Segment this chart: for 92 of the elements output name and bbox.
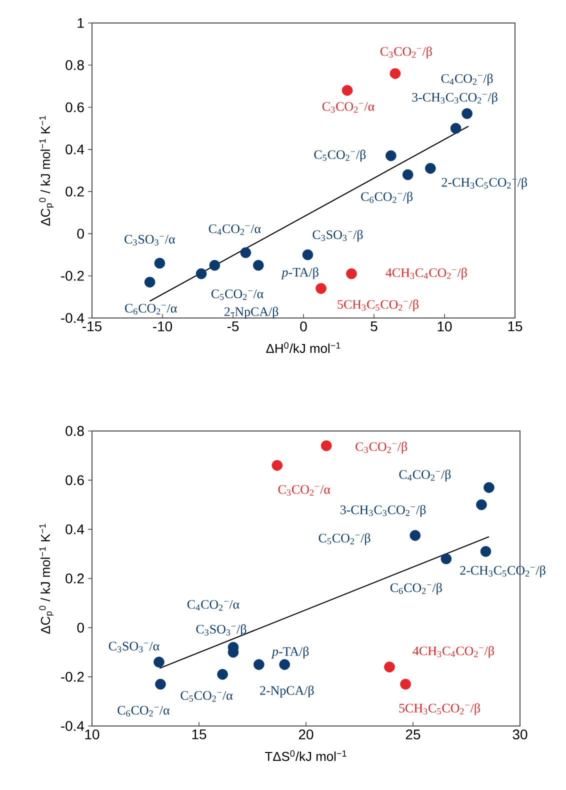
x-tick-label: -5	[227, 322, 239, 332]
annotation: C$_{3}$CO$_{2}$$^{−}$/β	[356, 442, 408, 454]
annotation: C$_{4}$CO$_{2}$$^{−}$/α	[187, 600, 240, 611]
x-tick-label: -10	[153, 322, 172, 332]
point	[316, 283, 326, 294]
x-tick-label: 20	[298, 730, 314, 740]
x-tick-label: 15	[508, 322, 522, 332]
point	[196, 268, 207, 280]
annotation: C$_{4}$CO$_{2}$$^{−}$/β	[441, 74, 493, 86]
annotation: C$_{3}$SO$_{3}$$^{−}$/α	[108, 642, 160, 652]
annotation: 2-NpCA/β	[224, 306, 278, 319]
annotation: C$_{3}$SO$_{3}$$^{−}$/β	[312, 230, 363, 242]
point	[346, 268, 357, 280]
x-tick-label: 5	[370, 322, 378, 332]
point	[440, 553, 452, 564]
annotation: 3-CH$_{3}$C$_{3}$CO$_{2}$$^{−}$/β	[412, 92, 498, 104]
point	[484, 482, 494, 493]
y-tick-label: 0.2	[66, 574, 84, 584]
point	[480, 546, 492, 557]
annotation: C$_{6}$CO$_{2}$$^{−}$/α	[125, 304, 177, 314]
annotation: 5CH$_{3}$C$_{5}$CO$_{2}$$^{−}$/β	[399, 703, 480, 716]
y-tick-label: 0.4	[66, 524, 84, 534]
point	[209, 260, 220, 271]
point	[154, 258, 166, 269]
point	[462, 108, 472, 119]
point	[240, 247, 252, 258]
annotation: C$_{3}$SO$_{3}$$^{−}$/α	[124, 234, 176, 246]
point	[402, 169, 414, 180]
annotation: 4CH$_{3}$C$_{4}$CO$_{2}$$^{−}$/β	[412, 646, 494, 658]
y-tick-label: -0.2	[61, 270, 84, 281]
point	[254, 659, 264, 670]
y-tick-label: 0.8	[66, 426, 84, 436]
point	[390, 68, 401, 79]
x-tick-label: 25	[406, 730, 420, 740]
annotation: C$_{6}$CO$_{2}$$^{−}$/β	[361, 192, 413, 204]
point	[400, 678, 411, 690]
point	[384, 662, 395, 672]
x-tick-label: 0	[300, 322, 307, 332]
point	[425, 162, 436, 174]
y-tick-label: 0	[77, 622, 84, 633]
y-tick-label: 0	[77, 228, 84, 239]
point	[476, 499, 487, 510]
point	[410, 530, 421, 541]
x-tick-label: -15	[82, 322, 102, 332]
annotation: C$_{6}$CO$_{2}$$^{−}$/β	[390, 582, 442, 595]
x-tick-label: 15	[192, 730, 206, 740]
annotation: C$_{5}$CO$_{2}$$^{−}$/β	[314, 150, 366, 162]
annotation: p-TA/β	[271, 646, 309, 658]
x-tick-label: 30	[512, 730, 528, 740]
y-axis-title: ΔC$_{p}$$^{0}$ / kJ mol$^{−1}$ K$^{−1}$	[39, 116, 54, 226]
annotation: 4CH$_{3}$C$_{4}$CO$_{2}$$^{−}$/β	[386, 268, 467, 280]
point	[155, 678, 166, 690]
annotation: C$_{4}$CO$_{2}$$^{−}$/α	[208, 224, 261, 235]
x-tick-label: 10	[438, 322, 452, 332]
annotation: C$_{5}$CO$_{2}$$^{−}$/α	[180, 691, 233, 702]
y-tick-label: 0.2	[66, 186, 84, 197]
annotation: C$_{3}$CO$_{2}$$^{−}$/α	[278, 485, 330, 496]
point	[342, 85, 353, 96]
annotation: 2-NpCA/β	[260, 686, 314, 698]
x-axis-title: TΔS$^{0}$/kJ mol$^{−1}$	[265, 750, 346, 762]
y-tick-label: -0.4	[61, 721, 84, 731]
annotation: C$_{6}$CO$_{2}$$^{−}$/α	[118, 706, 170, 716]
x-axis-title: ΔH$^{0}$/kJ mol$^{−1}$	[266, 342, 340, 354]
point	[154, 656, 164, 668]
point	[279, 659, 290, 670]
annotation: 3-CH$_{3}$C$_{3}$CO$_{2}$$^{−}$/β	[340, 504, 426, 517]
annotation: C$_{5}$CO$_{2}$$^{−}$/α	[211, 290, 264, 300]
y-tick-label: 0.4	[66, 144, 84, 154]
annotation: C$_{5}$CO$_{2}$$^{−}$/β	[318, 533, 370, 546]
y-tick-label: -0.2	[61, 672, 84, 682]
annotation: p-TA/β	[281, 267, 318, 280]
x-tick-label: 10	[85, 730, 100, 740]
point	[302, 249, 314, 260]
annotation: C$_{3}$CO$_{2}$$^{−}$/α	[322, 102, 374, 113]
point	[144, 276, 156, 288]
y-tick-label: -0.4	[61, 313, 84, 323]
point	[272, 460, 283, 471]
y-axis-title: ΔC$_{p}$$^{0}$ / kJ mol$^{−1}$ K$^{−1}$	[39, 524, 54, 634]
annotation: C$_{3}$CO$_{2}$$^{−}$/β	[380, 46, 432, 58]
annotation: C$_{4}$CO$_{2}$$^{−}$/β	[399, 470, 451, 482]
y-tick-label: 0.6	[66, 475, 84, 486]
annotation: C$_{3}$SO$_{3}$$^{−}$/β	[196, 624, 246, 636]
y-tick-label: 1	[78, 18, 84, 28]
point	[320, 440, 332, 452]
y-tick-label: 0.6	[66, 102, 84, 112]
point	[217, 668, 228, 680]
y-tick-label: 0.8	[66, 60, 84, 70]
annotation: 2-CH$_{3}$C$_{5}$CO$_{2}$$^{−}$/β	[442, 177, 528, 190]
point	[450, 122, 462, 134]
point	[252, 260, 264, 271]
annotation: 5CH$_{3}$C$_{5}$CO$_{2}$$^{−}$/β	[338, 300, 418, 312]
point	[386, 150, 396, 162]
